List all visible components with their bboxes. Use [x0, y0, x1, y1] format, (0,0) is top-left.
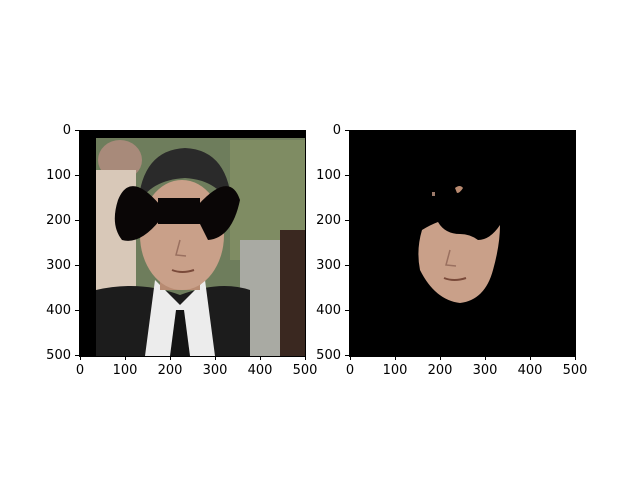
- left-y-tick-label: 100: [46, 168, 71, 183]
- segmented-fragment: [455, 186, 463, 193]
- left-y-tick: [75, 310, 79, 311]
- right-x-tick-label: 100: [382, 363, 408, 378]
- left-x-tick: [80, 356, 81, 360]
- left-y-tick: [75, 175, 79, 176]
- segmented-face-region: [418, 222, 500, 303]
- left-x-tick-label: 500: [292, 363, 318, 378]
- right-person: [280, 230, 306, 356]
- left-x-tick-label: 300: [202, 363, 228, 378]
- right-x-tick: [395, 356, 396, 360]
- left-y-tick-label: 300: [46, 258, 71, 273]
- left-x-tick: [215, 356, 216, 360]
- left-x-tick-label: 0: [75, 363, 85, 378]
- left-y-tick-label: 400: [46, 303, 71, 318]
- right-x-tick: [575, 356, 576, 360]
- right-x-tick-label: 200: [427, 363, 453, 378]
- segmented-mouth: [443, 277, 467, 281]
- right-y-tick: [345, 355, 349, 356]
- mask-left-lobe: [114, 186, 160, 241]
- right-y-tick: [345, 265, 349, 266]
- right-y-tick: [345, 130, 349, 131]
- left-y-tick-label: 500: [46, 348, 71, 363]
- left-x-tick: [260, 356, 261, 360]
- right-x-tick-label: 0: [345, 363, 355, 378]
- left-y-tick-label: 200: [46, 213, 71, 228]
- right-y-tick-label: 100: [316, 168, 341, 183]
- right-x-tick: [485, 356, 486, 360]
- right-y-tick-label: 300: [316, 258, 341, 273]
- right-y-tick-label: 400: [316, 303, 341, 318]
- right-x-tick-label: 400: [517, 363, 543, 378]
- right-y-tick: [345, 310, 349, 311]
- right-x-tick: [350, 356, 351, 360]
- face-photo: [80, 130, 306, 356]
- left-x-tick-label: 100: [112, 363, 138, 378]
- left-black-strip: [80, 130, 96, 356]
- mask-center: [158, 198, 200, 224]
- mask-right-lobe: [198, 186, 240, 240]
- right-x-tick: [440, 356, 441, 360]
- left-y-tick-label: 0: [62, 123, 71, 138]
- tie: [170, 310, 190, 356]
- top-black-strip: [80, 130, 306, 138]
- left-y-tick: [75, 130, 79, 131]
- left-x-tick: [170, 356, 171, 360]
- segmented-speck: [432, 192, 435, 196]
- right-y-tick-label: 200: [316, 213, 341, 228]
- left-image-panel: [80, 130, 306, 356]
- segmented-face: [350, 130, 576, 356]
- left-y-tick: [75, 355, 79, 356]
- right-image-panel: [350, 130, 576, 356]
- left-x-tick: [125, 356, 126, 360]
- mouth: [171, 269, 195, 273]
- right-y-tick-label: 0: [332, 123, 341, 138]
- nose: [175, 239, 187, 257]
- segmented-nose: [445, 249, 457, 267]
- left-y-tick: [75, 265, 79, 266]
- right-y-tick-label: 500: [316, 348, 341, 363]
- left-y-tick: [75, 220, 79, 221]
- hair: [138, 148, 232, 210]
- right-y-tick: [345, 220, 349, 221]
- right-x-tick-label: 500: [562, 363, 588, 378]
- left-x-tick-label: 400: [247, 363, 273, 378]
- right-y-tick: [345, 175, 349, 176]
- right-x-tick-label: 300: [472, 363, 498, 378]
- right-x-tick: [530, 356, 531, 360]
- left-x-tick: [305, 356, 306, 360]
- left-x-tick-label: 200: [157, 363, 183, 378]
